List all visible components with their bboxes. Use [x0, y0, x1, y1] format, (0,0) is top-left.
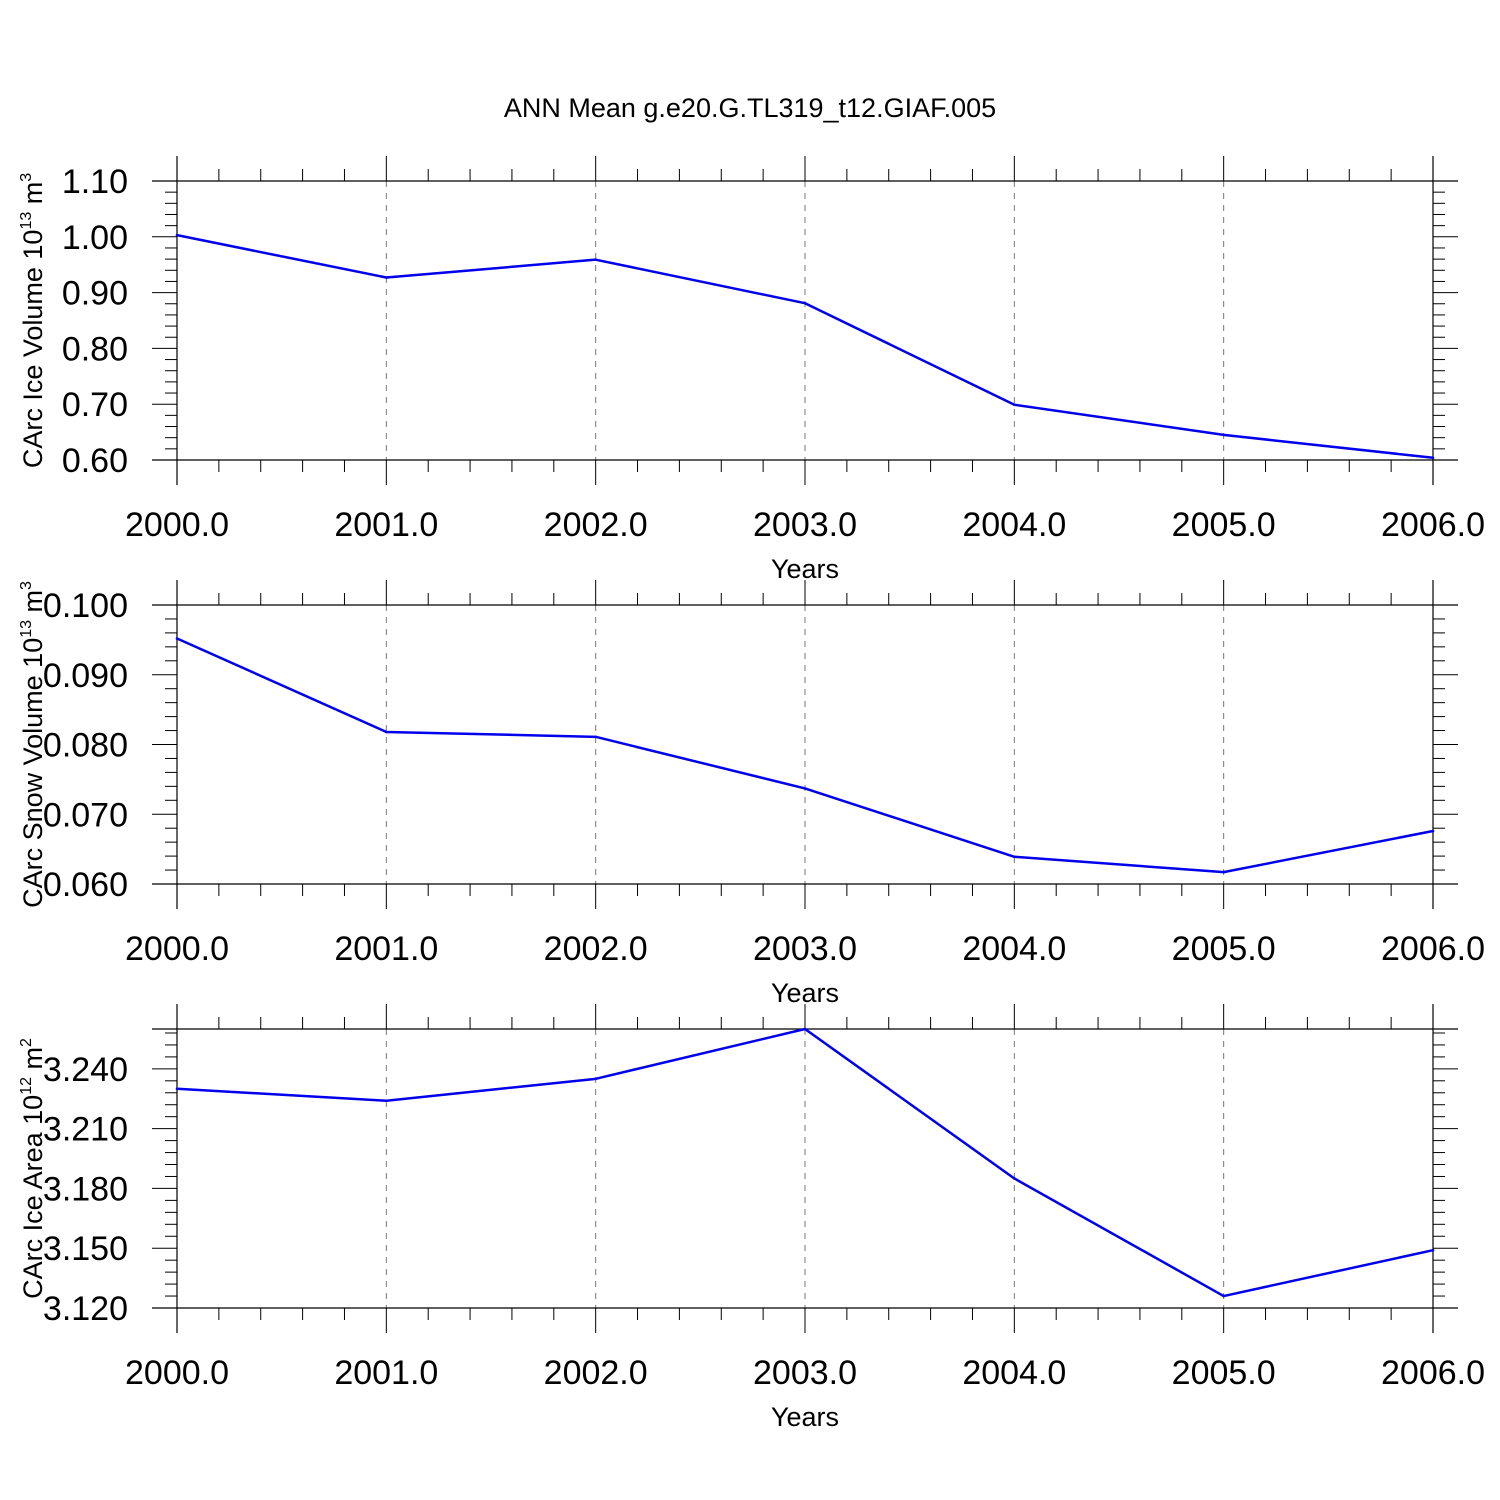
y-tick-label: 3.180 — [43, 1170, 128, 1208]
x-tick-label: 2005.0 — [1172, 930, 1276, 968]
data-point — [594, 735, 597, 739]
chart-panels: 2000.0 2001.0 2002.0 2003.0 2004.0 2005.0 2006… — [18, 156, 1485, 1432]
y-tick-label: 0.80 — [62, 330, 128, 368]
data-point — [594, 1077, 597, 1081]
y-axis-title: CArc Snow Volume 1013 m3 — [18, 581, 48, 908]
data-point — [385, 1099, 388, 1103]
y-tick-label: 0.90 — [62, 275, 128, 313]
data-point — [803, 787, 807, 790]
panel-2: 2000.0 2001.0 2002.0 2003.0 2004.0 2005.0 2006… — [18, 580, 1485, 1008]
y-tick-label: 0.100 — [43, 587, 128, 625]
y-tick-label: 3.120 — [43, 1290, 128, 1328]
x-tick-label: 2006.0 — [1381, 930, 1485, 968]
x-tick-label: 2000.0 — [125, 1354, 229, 1392]
data-point — [1222, 870, 1225, 874]
y-tick-label: 0.090 — [43, 657, 128, 695]
data-point — [1013, 403, 1016, 407]
x-tick-label: 2002.0 — [544, 1354, 648, 1392]
x-tick-label: 2005.0 — [1172, 1354, 1276, 1392]
y-tick-label: 1.10 — [62, 163, 128, 201]
y-tick-label: 0.060 — [43, 866, 128, 904]
y-tick-label: 0.080 — [43, 727, 128, 765]
x-tick-label: 2003.0 — [753, 506, 857, 544]
data-point — [594, 258, 597, 261]
x-axis-title: Years — [771, 1402, 839, 1432]
x-tick-label: 2004.0 — [962, 506, 1066, 544]
y-tick-label: 3.240 — [43, 1051, 128, 1089]
y-axis-title: CArc Ice Area 1012 m2 — [18, 1038, 48, 1299]
x-axis-title: Years — [771, 978, 839, 1008]
data-point — [1013, 855, 1016, 859]
x-tick-label: 2006.0 — [1381, 1354, 1485, 1392]
chart-title: ANN Mean g.e20.G.TL319_t12.GIAF.005 — [504, 93, 996, 123]
x-tick-label: 2002.0 — [544, 930, 648, 968]
data-point — [385, 730, 388, 734]
data-point — [385, 276, 388, 279]
data-point — [803, 1027, 807, 1031]
x-tick-label: 2000.0 — [125, 506, 229, 544]
x-axis-title: Years — [771, 554, 839, 584]
data-point — [175, 1087, 179, 1091]
x-tick-label: 2002.0 — [544, 506, 648, 544]
panel-1: 2000.0 2001.0 2002.0 2003.0 2004.0 2005.0 2006… — [18, 156, 1485, 584]
x-tick-label: 2001.0 — [334, 1354, 438, 1392]
y-axis-title: CArc Ice Volume 1013 m3 — [18, 173, 48, 468]
panel-3: 2000.0 2001.0 2002.0 2003.0 2004.0 2005.0 2006… — [18, 1004, 1485, 1432]
x-tick-label: 2005.0 — [1172, 506, 1276, 544]
data-point — [1013, 1177, 1016, 1180]
x-tick-label: 2004.0 — [962, 1354, 1066, 1392]
y-tick-label: 1.00 — [62, 219, 128, 257]
x-tick-label: 2006.0 — [1381, 506, 1485, 544]
x-tick-label: 2000.0 — [125, 930, 229, 968]
data-point — [175, 233, 179, 237]
y-tick-label: 3.210 — [43, 1111, 128, 1149]
data-point — [1431, 1248, 1435, 1252]
y-tick-label: 0.60 — [62, 442, 128, 480]
x-tick-label: 2001.0 — [334, 930, 438, 968]
data-point — [803, 301, 807, 305]
x-tick-label: 2004.0 — [962, 930, 1066, 968]
x-tick-label: 2003.0 — [753, 1354, 857, 1392]
x-tick-label: 2003.0 — [753, 930, 857, 968]
y-tick-label: 0.70 — [62, 386, 128, 424]
data-point — [1222, 1294, 1225, 1298]
data-point — [1431, 829, 1435, 833]
data-point — [175, 637, 179, 640]
data-point — [1431, 456, 1435, 460]
data-point — [1222, 433, 1225, 437]
y-tick-label: 0.070 — [43, 796, 128, 834]
y-tick-label: 3.150 — [43, 1230, 128, 1268]
x-tick-label: 2001.0 — [334, 506, 438, 544]
